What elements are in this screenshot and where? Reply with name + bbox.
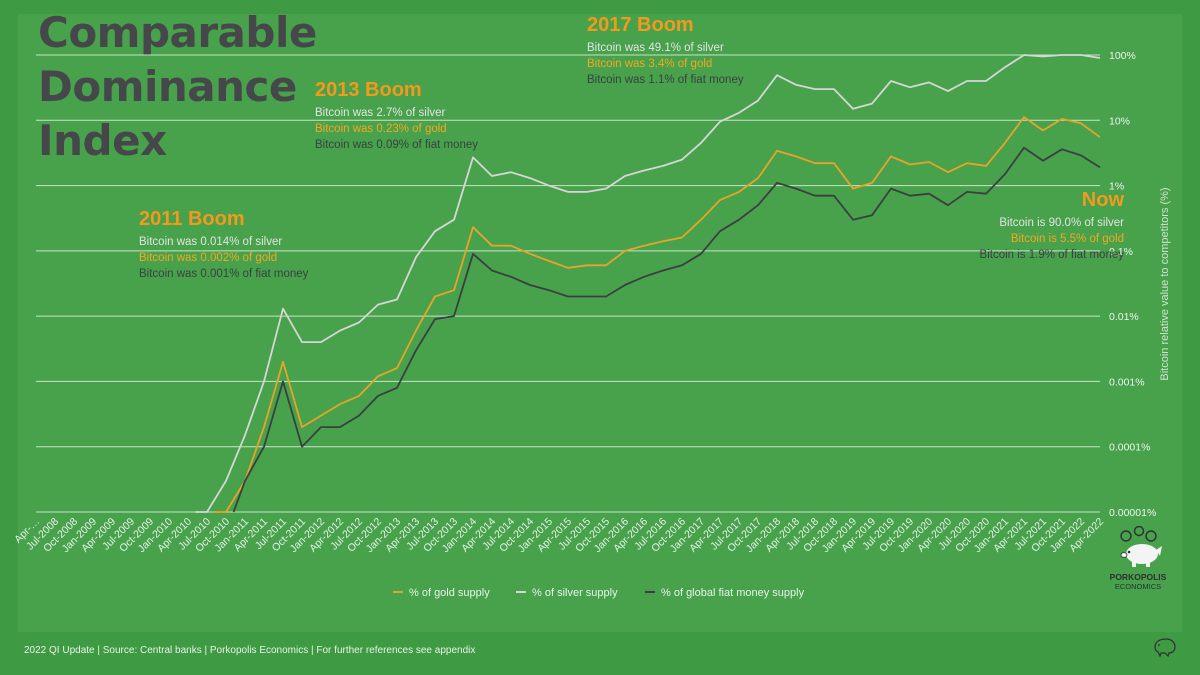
- title-line-3: Index: [38, 116, 167, 165]
- y-tick-label: 0.001%: [1109, 376, 1145, 388]
- annotation-2011-silver: Bitcoin was 0.014% of silver: [139, 236, 283, 248]
- y-tick-label: 0.00001%: [1109, 507, 1156, 519]
- page-title: Comparable Dominance Index: [38, 6, 317, 168]
- series-line-silver: [195, 54, 1101, 513]
- annotation-2017-silver: Bitcoin was 49.1% of silver: [587, 42, 724, 54]
- annotation-2017-fiat: Bitcoin was 1.1% of fiat money: [587, 74, 744, 86]
- legend-label: % of global fiat money supply: [661, 587, 805, 599]
- annotation-2013-boom: 2013 Boom Bitcoin was 2.7% of silver Bit…: [315, 77, 478, 153]
- y-tick-label: 0.0001%: [1109, 442, 1150, 454]
- footer-source: 2022 QI Update | Source: Central banks |…: [24, 645, 476, 656]
- logo-name: PORKOPOLIS: [1109, 572, 1167, 582]
- series-line-fiat: [232, 146, 1101, 513]
- y-tick-label: 1%: [1109, 181, 1124, 193]
- annotation-now-gold: Bitcoin is 5.5% of gold: [1010, 233, 1124, 245]
- chart-panel: [18, 14, 1182, 632]
- y-axis-label: Bitcoin relative value to competitors (%…: [1159, 187, 1171, 380]
- series-line-gold: [214, 116, 1101, 513]
- porkopolis-logo: PORKOPOLIS ECONOMICS: [1106, 525, 1170, 591]
- y-tick-label: 0.01%: [1109, 311, 1139, 323]
- annotation-2013-silver: Bitcoin was 2.7% of silver: [315, 107, 446, 119]
- annotation-2013-fiat: Bitcoin was 0.09% of fiat money: [315, 139, 478, 151]
- legend-label: % of gold supply: [409, 587, 490, 599]
- annotation-now-fiat: Bitcoin is 1.9% of fiat money: [979, 249, 1124, 261]
- piggy-bank-icon: [1120, 525, 1162, 567]
- annotation-2011-gold: Bitcoin was 0.002% of gold: [139, 252, 278, 264]
- annotation-2017-gold: Bitcoin was 3.4% of gold: [587, 58, 713, 70]
- title-line-1: Comparable: [38, 8, 317, 57]
- annotation-2017-boom: 2017 Boom Bitcoin was 49.1% of silver Bi…: [587, 12, 744, 88]
- annotation-2011-fiat: Bitcoin was 0.001% of fiat money: [139, 268, 309, 280]
- annotation-2011-head: 2011 Boom: [139, 208, 245, 230]
- y-tick-label: 100%: [1109, 50, 1136, 62]
- annotation-now-silver: Bitcoin is 90.0% of silver: [999, 217, 1124, 229]
- annotation-2011-boom: 2011 Boom Bitcoin was 0.014% of silver B…: [139, 206, 308, 282]
- y-tick-label: 10%: [1109, 115, 1130, 127]
- y-tick-label: 0.1%: [1109, 246, 1133, 258]
- annotation-now-head: Now: [1081, 189, 1124, 211]
- logo-subtitle: ECONOMICS: [1114, 582, 1162, 591]
- piggy-watermark-icon: [1154, 638, 1176, 658]
- annotation-2013-head: 2013 Boom: [315, 79, 422, 101]
- annotation-2017-head: 2017 Boom: [587, 14, 694, 36]
- title-line-2: Dominance: [38, 62, 297, 111]
- legend-label: % of silver supply: [532, 587, 618, 599]
- annotation-now: Now Bitcoin is 90.0% of silver Bitcoin i…: [914, 187, 1124, 263]
- annotation-2013-gold: Bitcoin was 0.23% of gold: [315, 123, 447, 135]
